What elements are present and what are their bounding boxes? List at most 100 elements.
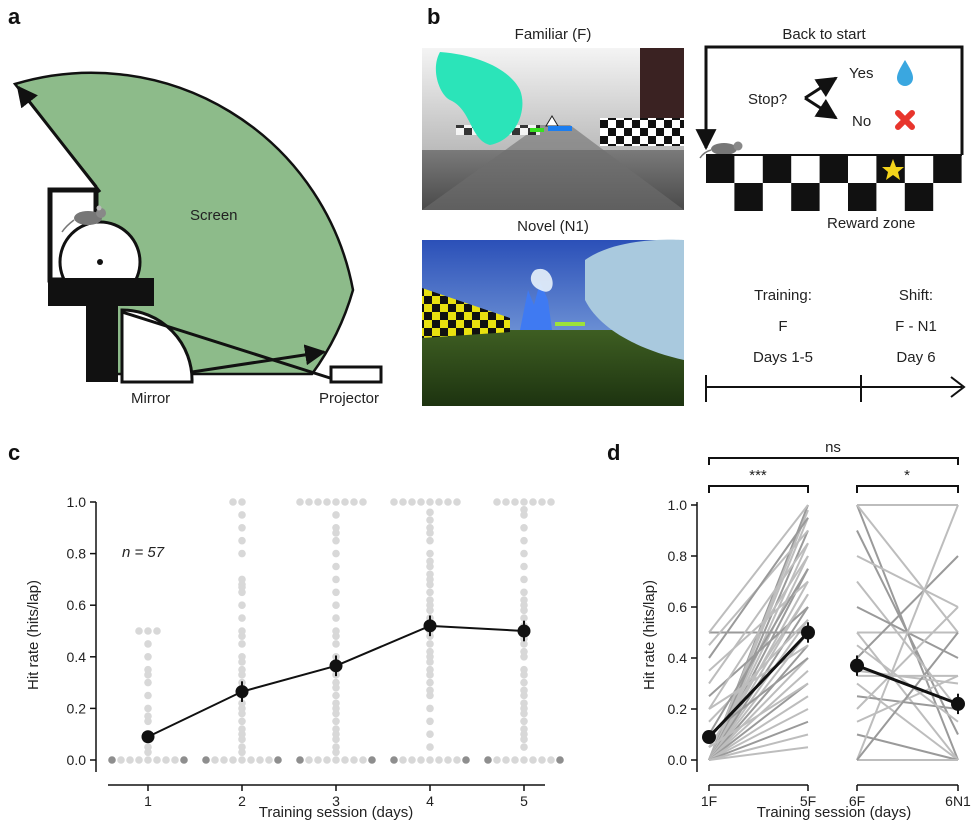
c-session-dot bbox=[332, 709, 340, 718]
c-zero-dot bbox=[229, 756, 237, 764]
c-session-dot bbox=[238, 632, 246, 640]
c-zero-dot bbox=[314, 756, 322, 764]
c-session-dot bbox=[520, 524, 528, 532]
familiar-title: Familiar (F) bbox=[515, 26, 592, 43]
c-zero-dot bbox=[520, 756, 528, 764]
c-mean-point bbox=[423, 619, 437, 633]
back-to-start-label: Back to start bbox=[782, 26, 866, 43]
c-zero-dot bbox=[332, 756, 340, 764]
c-zero-dot bbox=[265, 756, 273, 764]
d-paired-line bbox=[708, 517, 809, 659]
panel-b: b Familiar (F) Novel (N1) bbox=[422, 4, 966, 406]
c-session-dot bbox=[520, 511, 528, 519]
panel-letter-c: c bbox=[8, 440, 20, 465]
c-session-dot bbox=[426, 658, 434, 666]
panel-letter-a: a bbox=[8, 4, 21, 29]
c-zero-dot bbox=[108, 756, 116, 764]
c-session-dot bbox=[350, 498, 358, 506]
c-session-dot bbox=[323, 498, 331, 506]
d-paired-line bbox=[856, 504, 959, 761]
d-paired-line bbox=[708, 708, 809, 761]
mirror-label: Mirror bbox=[131, 390, 170, 407]
no-label: No bbox=[852, 113, 871, 130]
panel-d: d Hit rate (hits/lap) Training session (… bbox=[607, 439, 971, 821]
c-ytick-label: 0.8 bbox=[67, 546, 87, 562]
d-ytick-label: 0.2 bbox=[668, 701, 688, 717]
c-session-dot bbox=[520, 653, 528, 661]
shift-day: Day 6 bbox=[896, 349, 935, 366]
c-session-dot bbox=[332, 683, 340, 692]
c-zero-dot bbox=[408, 756, 416, 764]
c-session-dot bbox=[426, 562, 434, 571]
c-session-dot bbox=[520, 640, 528, 648]
d-paired-line bbox=[856, 695, 959, 710]
c-session-dot bbox=[426, 536, 434, 545]
d-mean-series bbox=[702, 622, 965, 745]
d-paired-line bbox=[708, 746, 809, 761]
c-session-dot bbox=[520, 671, 528, 679]
d-xtick-label: 6N1 bbox=[945, 793, 971, 809]
c-session-dot bbox=[538, 498, 546, 506]
c-session-dot bbox=[332, 717, 340, 726]
d-mean-point bbox=[801, 625, 815, 640]
c-session-dot bbox=[144, 640, 152, 648]
c-session-dot bbox=[144, 678, 152, 687]
c-session-dot bbox=[520, 498, 528, 506]
c-session-dot bbox=[426, 743, 434, 751]
projection-beam-lower bbox=[191, 344, 327, 374]
d-ytick-label: 0.4 bbox=[668, 650, 688, 666]
c-session-dot bbox=[144, 717, 152, 726]
c-session-dot bbox=[238, 735, 246, 744]
c-session-dot bbox=[238, 601, 246, 609]
c-zero-dot bbox=[220, 756, 228, 764]
c-session-dot bbox=[229, 498, 237, 506]
c-session-dot bbox=[547, 498, 555, 506]
c-ytick-label: 0.6 bbox=[67, 597, 87, 613]
c-session-dot bbox=[520, 562, 528, 571]
c-session-dot bbox=[332, 562, 340, 571]
d-bracket-ns bbox=[708, 457, 959, 465]
c-xlabel: Training session (days) bbox=[259, 804, 414, 821]
c-session-dot bbox=[144, 704, 152, 713]
wheel-axle bbox=[97, 259, 103, 265]
c-ytick-label: 0.4 bbox=[67, 649, 87, 665]
c-zero-dot bbox=[493, 756, 501, 764]
d-paired-line bbox=[708, 568, 809, 736]
d-paired-line bbox=[708, 568, 809, 761]
c-session-dot bbox=[426, 671, 434, 679]
timeline-arrowhead bbox=[950, 376, 966, 398]
d-sig-right: * bbox=[904, 467, 910, 484]
track-square bbox=[819, 155, 848, 183]
d-paired-line bbox=[856, 580, 959, 710]
d-mean-line bbox=[707, 631, 810, 739]
d-ytick-label: 0.8 bbox=[668, 548, 688, 564]
c-session-dot bbox=[520, 549, 528, 558]
c-session-dot bbox=[520, 743, 528, 751]
c-session-dot bbox=[238, 549, 246, 558]
c-zero-dot bbox=[305, 756, 313, 764]
d-paired-line bbox=[708, 542, 809, 685]
c-session-dot bbox=[426, 717, 434, 726]
c-session-dot bbox=[332, 549, 340, 558]
c-session-dot bbox=[332, 748, 340, 757]
c-zero-dot bbox=[368, 756, 376, 764]
c-session-dot bbox=[332, 640, 340, 648]
d-paired-line bbox=[708, 695, 809, 761]
panel-letter-d: d bbox=[607, 440, 620, 465]
c-zero-dot bbox=[511, 756, 519, 764]
c-zero-dot bbox=[538, 756, 546, 764]
d-paired-line bbox=[708, 720, 809, 761]
c-xtick-label: 1 bbox=[144, 793, 152, 809]
c-mean-series bbox=[141, 615, 531, 744]
c-session-dot bbox=[390, 498, 398, 506]
track-square bbox=[706, 155, 735, 183]
c-n-label: n = 57 bbox=[122, 544, 165, 561]
c-session-dot bbox=[332, 529, 340, 537]
c-zero-dot bbox=[247, 756, 255, 764]
c-session-dot bbox=[520, 709, 528, 718]
d-paired-lines bbox=[708, 504, 959, 761]
c-session-dot bbox=[296, 498, 304, 506]
novel-title: Novel (N1) bbox=[517, 218, 589, 235]
c-zero-dot bbox=[359, 756, 367, 764]
d-paired-line bbox=[708, 682, 809, 761]
